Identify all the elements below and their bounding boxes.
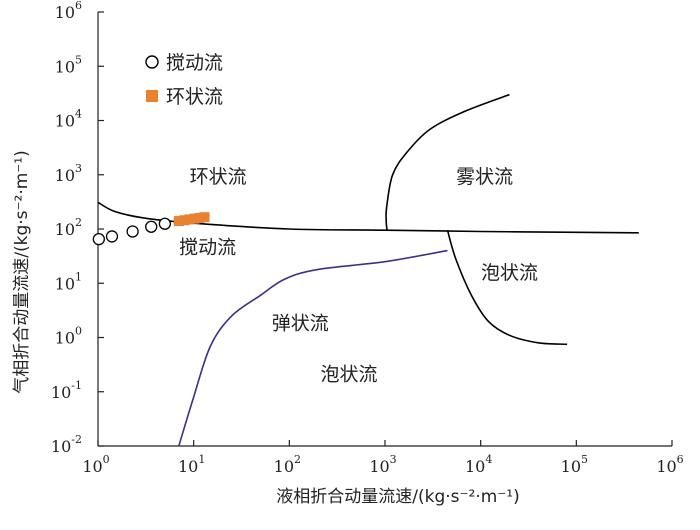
x-tick-label: 106 (656, 453, 683, 476)
y-tick-label: 100 (55, 325, 82, 348)
data-points (92, 212, 210, 246)
y-tick-label: 101 (55, 270, 82, 293)
y-tick-label: 102 (55, 216, 82, 239)
region-label-mist: 雾状流 (456, 166, 513, 188)
annular-data-point (194, 212, 205, 223)
x-tick-label: 100 (82, 453, 109, 476)
y-tick-label: 105 (55, 53, 82, 76)
region-label-slug: 弹状流 (272, 313, 329, 335)
x-tick-label: 103 (369, 453, 396, 476)
churn-data-point (92, 232, 105, 246)
churn-data-point (105, 230, 119, 243)
legend-marker-annular (146, 90, 158, 102)
y-tick-label: 103 (55, 162, 82, 185)
y-tick-label: 104 (55, 108, 82, 131)
x-tick-label: 104 (465, 453, 492, 476)
legend-label: 搅动流 (166, 52, 223, 74)
mist-boundary-line (385, 93, 510, 231)
legend-marker-churn (145, 55, 159, 69)
region-label-annular: 环状流 (190, 166, 247, 188)
annular-data-point (199, 212, 210, 223)
region-label-churn: 搅动流 (179, 237, 236, 259)
x-tick-label: 101 (178, 453, 205, 476)
y-tick-label: 10-2 (51, 433, 82, 456)
slug-boundary-line (178, 249, 448, 447)
region-label-bubble-right: 泡状流 (481, 262, 538, 284)
y-tick-label: 106 (55, 0, 82, 22)
plot-axes (97, 12, 672, 447)
churn-data-point (145, 220, 158, 233)
y-tick-label: 10-1 (51, 379, 82, 402)
bubble-right-boundary-line (446, 229, 568, 346)
x-axis-label: 液相折合动量流速/(kg·s⁻²·m⁻¹) (276, 487, 519, 507)
annular-data-point (173, 216, 184, 227)
regime-boundaries (97, 93, 639, 447)
churn-data-point (126, 225, 139, 238)
axis-ticks: 100 101 102 103 104 105 106 10-2 10-1 100 101 102 10… (51, 0, 684, 476)
x-tick-label: 102 (274, 453, 301, 476)
region-label-bubble-lower: 泡状流 (320, 364, 377, 386)
x-tick-label: 105 (561, 453, 588, 476)
upper-boundary-line (97, 201, 639, 234)
churn-data-point (158, 217, 172, 230)
y-axis-label: 气相折合动量流速/(kg·s⁻²·m⁻¹) (12, 150, 32, 393)
annular-data-point (184, 214, 195, 225)
legend-label: 环状流 (166, 86, 223, 108)
